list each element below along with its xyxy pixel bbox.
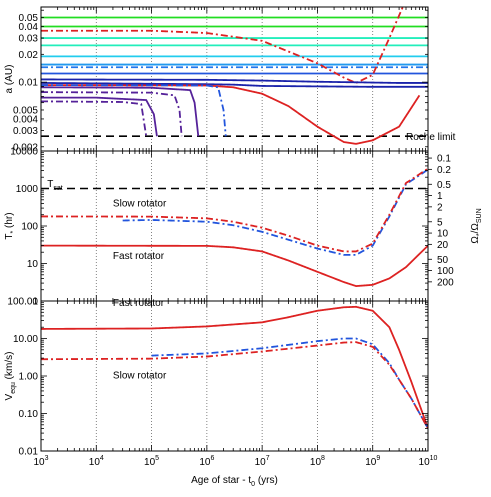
series-line-0 — [41, 305, 428, 429]
right-tick-label: 2 — [437, 202, 443, 213]
x-tick-label: 109 — [365, 455, 380, 468]
series-line-1 — [41, 167, 428, 253]
annotation: Roche limit — [406, 132, 456, 143]
x-axis-title: Age of star - t0 (yrs) — [191, 475, 278, 488]
series-line-12 — [41, 84, 227, 137]
series-line-13 — [41, 86, 200, 137]
y-axis-title: Vequ (km/s) — [4, 352, 17, 401]
x-tick-label: 104 — [89, 455, 104, 468]
right-tick-label: 50 — [437, 255, 449, 266]
y-axis-title: T* (hr) — [4, 212, 17, 239]
y-tick-label: 1.00 — [19, 372, 39, 383]
y-tick-label: 10 — [27, 259, 39, 270]
annotation: Slow rotator — [113, 199, 167, 210]
right-tick-label: 1 — [437, 191, 443, 202]
series-line-2 — [41, 244, 428, 287]
series-line-1 — [151, 337, 428, 429]
annotation: Fast rotator — [113, 251, 165, 262]
y-axis-title: a (AU) — [4, 65, 15, 94]
panel-equatorial-velocity: 100.00 10.00 1.00 0.10 0.01 Vequ (km/s) Fast r… — [4, 297, 438, 489]
x-tick-label: 105 — [144, 455, 159, 468]
y-tick-label: 0.01 — [19, 447, 39, 458]
annotation: Fast rotator — [113, 298, 165, 309]
y-tick-label: 0.002 — [13, 142, 38, 153]
series-line-9 — [41, 78, 428, 84]
series-line-10 — [41, 82, 428, 88]
right-axis-title: Ω*/ΩSUN — [470, 208, 483, 243]
series-line-8 — [41, 7, 404, 84]
annotation: Slow rotator — [113, 370, 167, 381]
y-tick-label: 1 — [32, 297, 38, 308]
y-tick-label: 0.10 — [19, 409, 39, 420]
x-tick-label: 103 — [33, 455, 48, 468]
x-tick-label: 108 — [310, 455, 325, 468]
y-tick-label: 0.05 — [19, 13, 39, 24]
series-line-16 — [41, 100, 148, 137]
plot-frame — [40, 150, 429, 302]
y-tick-label: 100.00 — [7, 297, 38, 308]
y-tick-label: 0.02 — [19, 50, 39, 61]
y-tick-label: 0.005 — [13, 105, 38, 116]
y-tick-label: 1000 — [16, 184, 39, 195]
series-line-15 — [41, 96, 158, 137]
right-tick-label: 0.5 — [437, 180, 451, 191]
right-tick-label: 5 — [437, 217, 443, 228]
series-line-2 — [41, 341, 428, 429]
right-tick-label: 20 — [437, 240, 449, 251]
x-tick-label: 1010 — [419, 455, 438, 468]
y-tick-label: 0.01 — [19, 78, 39, 89]
series-line-11 — [41, 84, 421, 145]
y-tick-label: 0.04 — [19, 22, 39, 33]
right-tick-label: 0.1 — [437, 154, 451, 165]
y-tick-label: 0.03 — [19, 34, 39, 45]
right-tick-label: 10 — [437, 229, 449, 240]
right-tick-label: 100 — [437, 266, 454, 277]
series-line-0 — [122, 168, 428, 256]
annotation: Tsat — [47, 179, 63, 192]
x-tick-label: 106 — [199, 455, 214, 468]
y-tick-label: 10.00 — [13, 334, 38, 345]
right-tick-label: 200 — [437, 277, 454, 288]
y-tick-label: 0.003 — [13, 126, 38, 137]
x-tick-label: 107 — [255, 455, 270, 468]
y-tick-label: 10000 — [10, 147, 38, 158]
right-tick-label: 0.2 — [437, 165, 451, 176]
y-tick-label: 100 — [21, 222, 38, 233]
y-tick-label: 0.004 — [13, 114, 38, 125]
panel-rotation-period: 1000010001001010.10.20.5125102050100200Ω… — [4, 147, 483, 308]
